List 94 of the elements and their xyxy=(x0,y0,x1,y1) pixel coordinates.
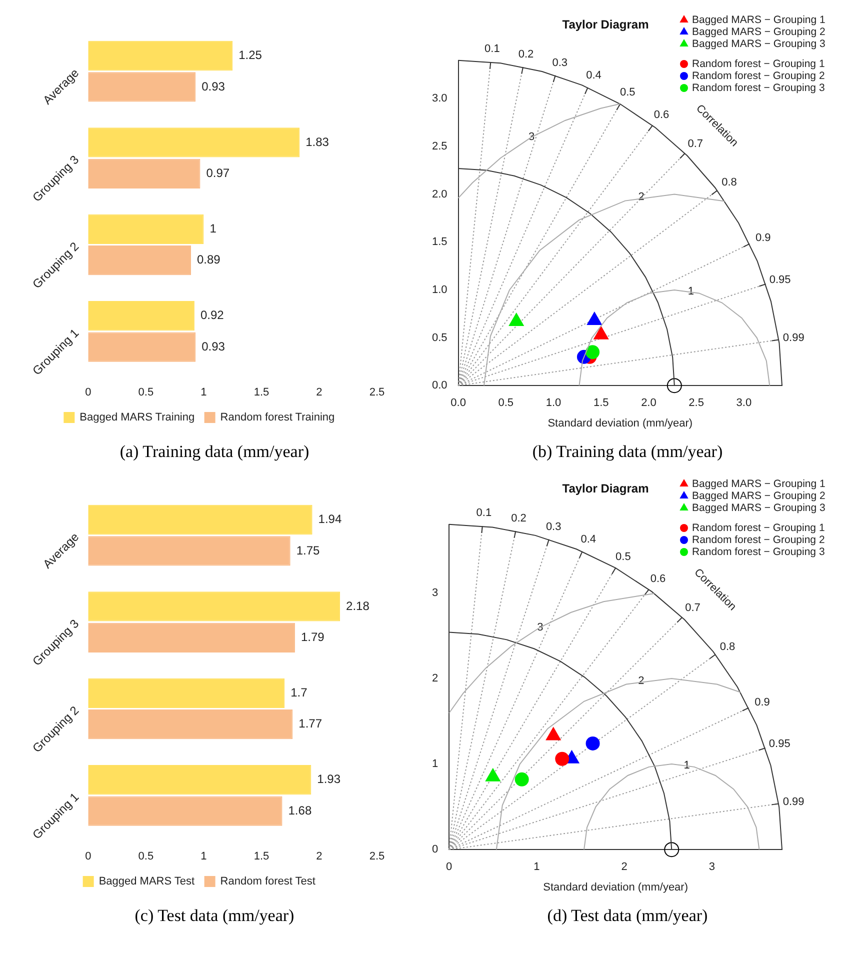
legend-label: Bagged MARS − Grouping 2 xyxy=(692,26,826,38)
legend-label: Random forest Training xyxy=(220,412,335,424)
y-tick-label: 2.0 xyxy=(432,188,448,200)
data-label: 1.77 xyxy=(298,716,322,731)
annotation: 0.95 xyxy=(768,738,790,750)
data-label: 1.79 xyxy=(300,630,325,644)
legend-label: Bagged MARS − Grouping 3 xyxy=(692,502,826,514)
x-tick-label: 1.5 xyxy=(254,386,270,398)
x-tick-label: 1 xyxy=(200,386,207,398)
y-tick-label: 3.0 xyxy=(432,92,448,105)
text: (c) Test data (mm/year) xyxy=(134,906,294,926)
data-label: 0.89 xyxy=(196,252,221,267)
text: 0.1 xyxy=(484,43,500,56)
annotation: 0.6 xyxy=(654,109,670,122)
legend-label: Bagged MARS Training xyxy=(80,412,195,424)
y-tick-label: 2.5 xyxy=(432,140,448,153)
x-tick-label: 2 xyxy=(316,386,322,398)
annotation: 0.5 xyxy=(620,86,636,99)
annotation: 0.8 xyxy=(720,640,736,653)
legend-label: Random forest − Grouping 1 xyxy=(692,522,825,534)
legend-label: Random forest − Grouping 3 xyxy=(692,82,825,94)
legend-label: Bagged MARS − Grouping 2 xyxy=(692,490,826,502)
annotation: 0.4 xyxy=(580,534,596,546)
x-tick-label: 0.5 xyxy=(138,386,154,398)
annotation: 0.5 xyxy=(616,550,631,563)
annotation: 0.9 xyxy=(755,232,771,244)
x-tick-label: 0.5 xyxy=(498,397,514,410)
y-tick-label: 1.0 xyxy=(432,284,448,296)
annotation: 0.2 xyxy=(511,512,526,524)
annotation: 0.95 xyxy=(769,274,791,286)
annotation: 0.2 xyxy=(518,48,534,60)
text: (b) Training data (mm/year) xyxy=(532,442,723,462)
annotation: 0.3 xyxy=(552,57,568,70)
text: 0.99 xyxy=(782,332,804,344)
legend-label: Bagged MARS − Grouping 3 xyxy=(692,38,826,50)
x-tick-label: 3 xyxy=(708,861,715,874)
x-tick-label: 0 xyxy=(85,850,92,862)
x-tick-label: 2 xyxy=(621,861,628,874)
text: (a) Training data (mm/year) xyxy=(120,442,310,462)
x-tick-label: 2.0 xyxy=(641,397,656,410)
x-tick-label: 2 xyxy=(316,850,322,862)
data-label: 0.97 xyxy=(206,166,230,180)
x-tick-label: 0.5 xyxy=(138,850,154,862)
y-tick-label: 1.5 xyxy=(432,236,448,248)
y-tick-label: 3 xyxy=(432,586,438,599)
y-tick-label: 0.5 xyxy=(432,332,448,344)
y-tick-label: 2 xyxy=(432,672,438,684)
x-tick-label: 2.5 xyxy=(369,386,385,398)
x-tick-label: 3.0 xyxy=(736,397,752,410)
x-tick-label: 1.0 xyxy=(546,397,562,410)
annotation: 0.4 xyxy=(586,70,602,82)
x-tick-label: 1 xyxy=(534,861,540,874)
annotation: 0.9 xyxy=(754,696,770,708)
data-label: 1 xyxy=(210,221,217,236)
x-tick-label: 0 xyxy=(85,386,92,398)
data-label: 1.83 xyxy=(306,134,330,149)
legend-label: Random forest − Grouping 2 xyxy=(692,534,825,546)
x-tick-label: 1 xyxy=(200,850,207,862)
chart-title: Taylor Diagram xyxy=(562,482,649,496)
annotation: 0.3 xyxy=(546,521,562,534)
y-tick-label: 1 xyxy=(432,758,438,770)
annotation: 1 xyxy=(684,759,690,772)
data-label: 0.92 xyxy=(200,308,224,322)
data-label: 1.7 xyxy=(290,685,308,700)
legend-label: Random forest − Grouping 3 xyxy=(692,546,825,558)
annotation: 0.6 xyxy=(650,573,666,586)
x-axis-title: Standard deviation (mm/year) xyxy=(543,881,688,894)
data-label: 1.94 xyxy=(318,512,342,526)
x-tick-label: 1.5 xyxy=(593,397,609,410)
data-label: 0.93 xyxy=(202,339,226,354)
chart-title: Taylor Diagram xyxy=(562,18,649,32)
legend-label: Bagged MARS − Grouping 1 xyxy=(692,478,826,490)
legend-label: Bagged MARS − Grouping 1 xyxy=(692,14,826,26)
text: (d) Test data (mm/year) xyxy=(547,906,708,926)
legend-label: Random forest Test xyxy=(220,876,316,888)
data-label: 2.18 xyxy=(346,598,370,613)
annotation: 2 xyxy=(638,191,644,204)
x-axis-title: Standard deviation (mm/year) xyxy=(548,417,693,430)
data-label: 0.93 xyxy=(202,79,226,94)
data-label: 1.93 xyxy=(317,772,341,786)
legend-label: Bagged MARS Test xyxy=(98,876,195,888)
x-tick-label: 1.5 xyxy=(254,850,270,862)
legend-label: Random forest − Grouping 1 xyxy=(692,58,825,70)
annotation: 0.8 xyxy=(722,176,737,189)
legend-label: Random forest − Grouping 2 xyxy=(692,70,825,82)
data-label: 1.25 xyxy=(238,48,262,62)
text: 0.1 xyxy=(476,507,492,520)
data-label: 1.75 xyxy=(296,543,320,558)
x-tick-label: 2.5 xyxy=(369,850,385,862)
x-tick-label: 0.0 xyxy=(450,397,466,410)
data-label: 1.68 xyxy=(288,803,312,818)
text: 0.99 xyxy=(782,796,804,808)
x-tick-label: 2.5 xyxy=(688,397,704,410)
annotation: 1 xyxy=(688,285,694,298)
